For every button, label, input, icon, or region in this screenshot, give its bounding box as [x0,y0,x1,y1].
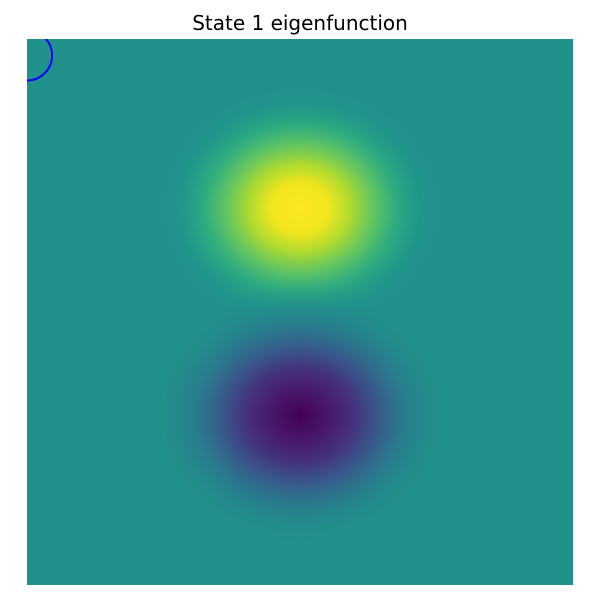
plot-area [27,39,573,585]
overlay-arc [27,39,54,82]
positive-lobe [140,70,460,347]
chart-title: State 1 eigenfunction [192,11,408,35]
negative-lobe [140,277,460,554]
